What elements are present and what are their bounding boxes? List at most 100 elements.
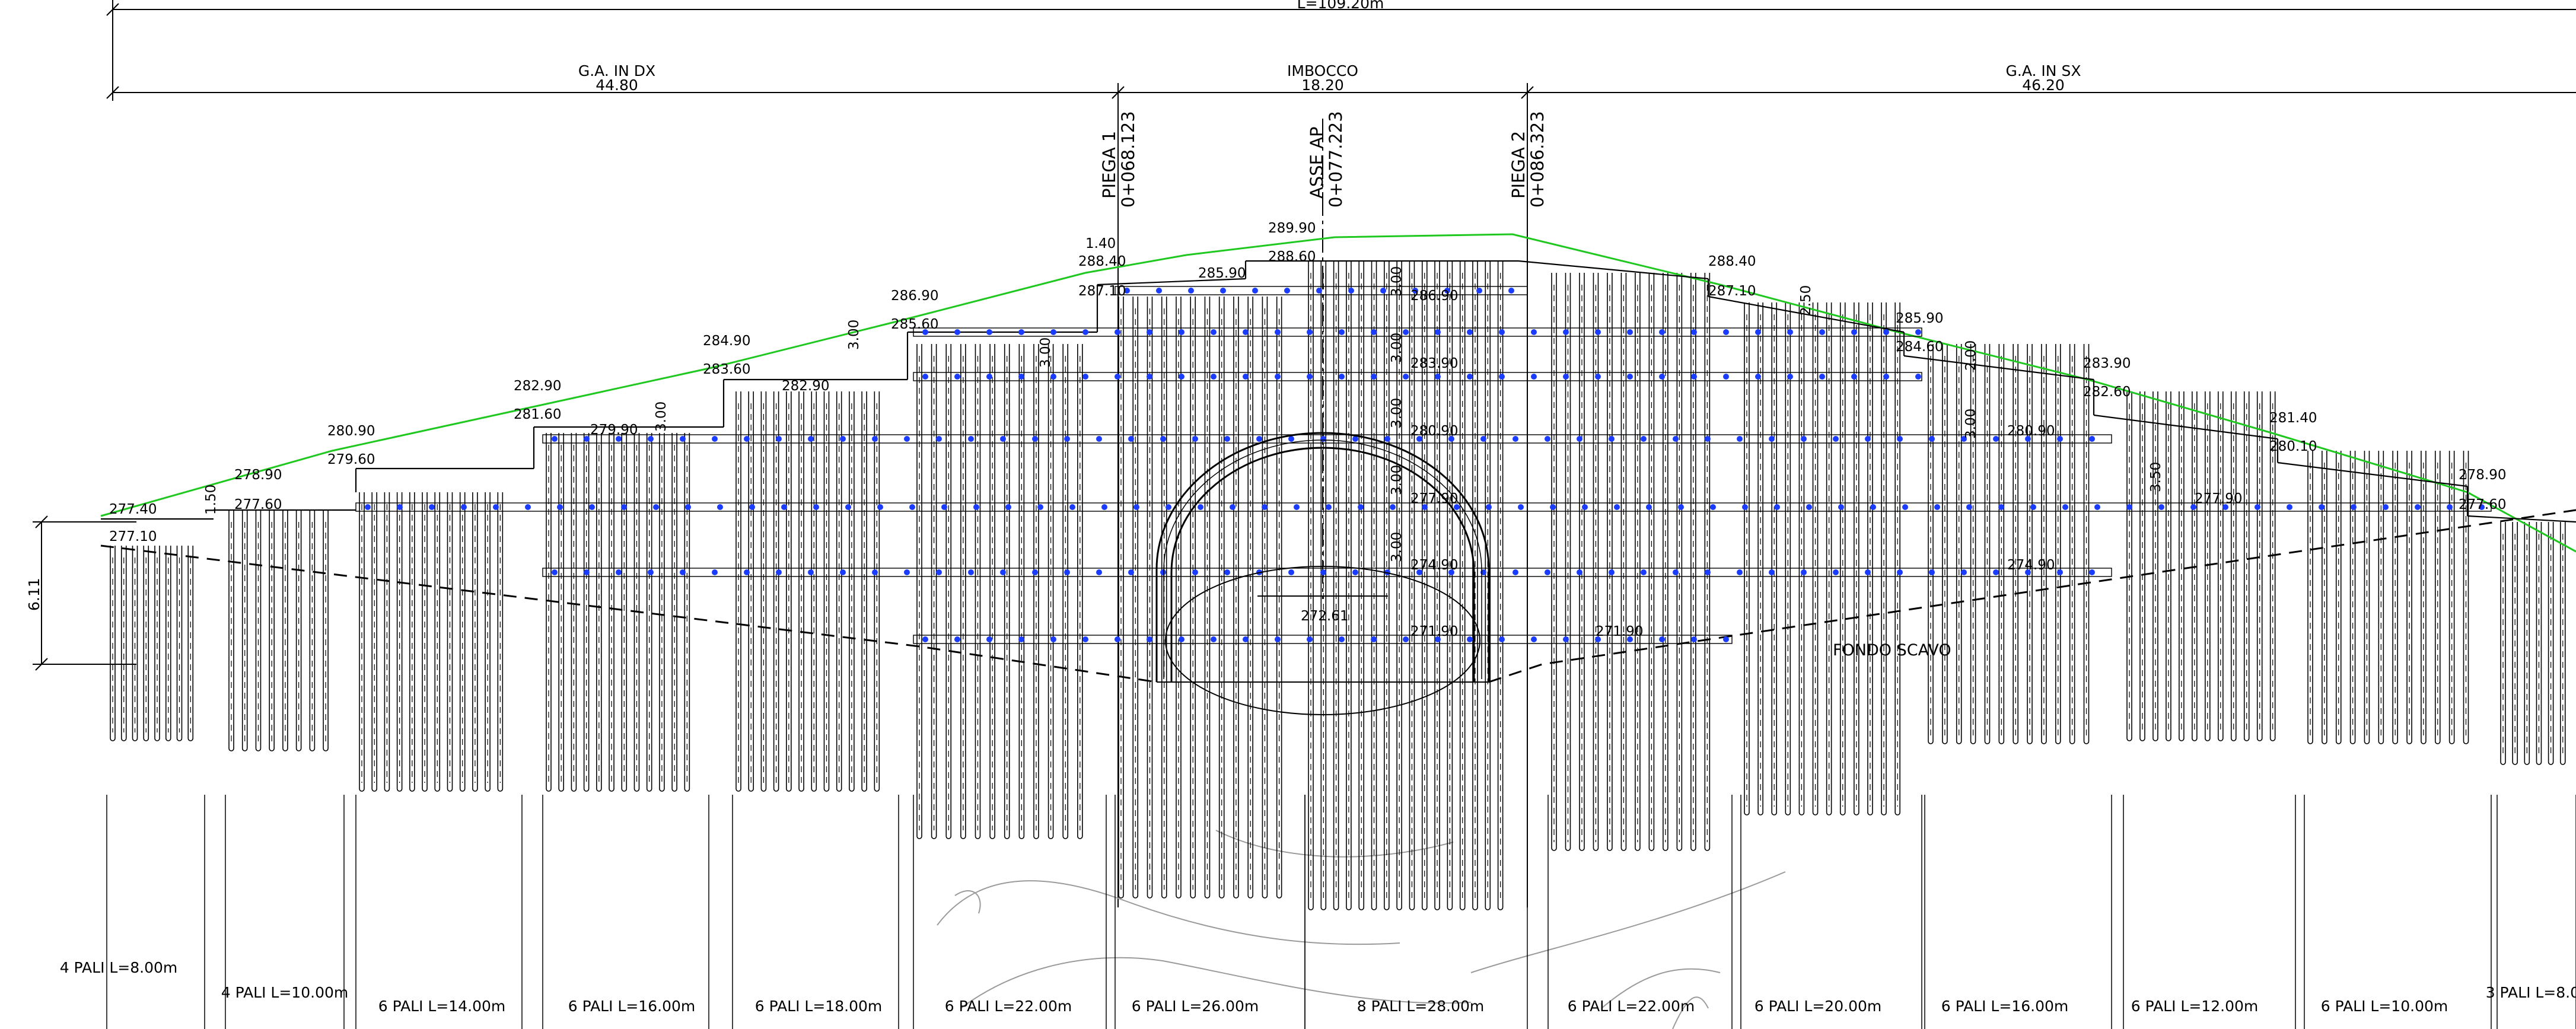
anchor-dot (1582, 504, 1588, 510)
pile-toe (1308, 907, 1314, 910)
pile-toe (434, 788, 441, 792)
pile-toe (459, 788, 466, 792)
pile-group-label: 8 PALI L=28.00m (1357, 998, 1484, 1015)
elevation-label: 278.90 (234, 467, 282, 483)
anchor-dot (1326, 504, 1332, 510)
anchor-dot (744, 569, 750, 575)
anchor-dot (712, 436, 718, 442)
pile-toe (760, 788, 767, 792)
pile-toe (1276, 895, 1282, 899)
anchor-dot (872, 569, 878, 575)
pile-toe (2536, 762, 2542, 765)
anchor-dot (904, 569, 910, 575)
pile-toe (659, 788, 665, 792)
pile-toe (1854, 812, 1859, 815)
pile-toe (1409, 907, 1415, 910)
tieback-beam (1115, 286, 1528, 295)
anchor-dot (1755, 329, 1761, 335)
pile-group-label: 6 PALI L=20.00m (1755, 998, 1881, 1015)
elevation-label: 274.90 (1410, 557, 1458, 573)
anchor-dot (1448, 569, 1454, 575)
anchor-dot (1005, 504, 1011, 510)
pile-group-label: 6 PALI L=18.00m (755, 998, 882, 1015)
excavation-label: FONDO SCAVO (1833, 641, 1951, 660)
anchor-dot (776, 436, 782, 442)
anchor-dot (680, 569, 686, 575)
anchor-dot (909, 504, 915, 510)
anchor-dot (1018, 636, 1024, 642)
anchor-dot (2025, 569, 2031, 575)
pile-toe (975, 836, 981, 839)
pile-toe (2421, 741, 2427, 744)
pile-toe (1047, 836, 1054, 839)
anchor-dot (584, 569, 590, 575)
pile-toe (2364, 741, 2370, 744)
anchor-dot (1243, 374, 1249, 380)
anchor-dot (1128, 436, 1134, 442)
elevation-label: 285.60 (891, 317, 938, 332)
anchor-dot (1774, 504, 1780, 510)
anchor-dot (461, 504, 467, 510)
pile-toe (1459, 907, 1466, 910)
anchor-dot (616, 436, 622, 442)
left-height-dimension (33, 515, 136, 671)
anchor-dot (2222, 504, 2228, 510)
pile-toe (931, 836, 937, 839)
anchor-dot (1819, 329, 1825, 335)
anchor-dot (712, 569, 718, 575)
anchor-dot (1705, 436, 1711, 442)
anchor-dot (1133, 504, 1139, 510)
anchor-dot (968, 436, 974, 442)
anchor-dot (397, 504, 403, 510)
pile-toe (2434, 741, 2441, 744)
anchor-dot (845, 504, 851, 510)
pile-toe (2205, 738, 2211, 741)
anchor-dot (1371, 329, 1377, 335)
anchor-dot (2030, 504, 2036, 510)
elevation-label: 277.40 (109, 502, 157, 517)
anchor-dot (1188, 288, 1194, 294)
anchor-dot (1467, 636, 1473, 642)
anchor-dot (1531, 636, 1537, 642)
anchor-dot (621, 504, 627, 510)
svg-text:3.00: 3.00 (1389, 532, 1405, 562)
anchor-dot (1000, 436, 1006, 442)
anchor-dot (1288, 436, 1294, 442)
anchor-dot (922, 636, 928, 642)
anchor-dot (1371, 374, 1377, 380)
pile-toe (2055, 741, 2061, 744)
pile-toe (1247, 895, 1253, 899)
svg-text:3.00: 3.00 (654, 402, 669, 432)
pile-toe (1894, 812, 1900, 815)
svg-text:3.00: 3.00 (1389, 398, 1405, 428)
pile-toe (1062, 836, 1069, 839)
elevation-label: 277.60 (234, 497, 282, 512)
pile-toe (861, 788, 867, 792)
anchor-dot (685, 504, 691, 510)
elevation-label: 288.40 (1708, 254, 1756, 269)
elevation-label: 280.10 (2269, 439, 2317, 454)
anchor-dot (1284, 288, 1290, 294)
anchor-dot (1851, 374, 1857, 380)
pile-toe (154, 738, 160, 741)
anchor-dot (2287, 504, 2292, 510)
pile-toe (1358, 907, 1365, 910)
bench-edge (1518, 260, 1709, 280)
elevation-label: 288.60 (1268, 249, 1316, 265)
terrain-line (100, 233, 2576, 553)
anchor-dot (808, 436, 814, 442)
anchor-dot (1769, 569, 1775, 575)
pile-toe (309, 748, 316, 751)
pile-group-label: 6 PALI L=16.00m (1941, 998, 2068, 1015)
pile-toe (143, 738, 149, 741)
pile-toe (295, 748, 302, 751)
elevation-label: 288.40 (1078, 254, 1126, 269)
anchor-dot (1403, 329, 1409, 335)
elevation-label: 272.61 (1301, 609, 1348, 624)
pile-toe (422, 788, 428, 792)
anchor-dot (1000, 569, 1006, 575)
tieback-beam (913, 635, 1733, 644)
anchor-dot (1288, 569, 1294, 575)
anchor-dot (1032, 569, 1038, 575)
anchor-dot (1064, 569, 1070, 575)
